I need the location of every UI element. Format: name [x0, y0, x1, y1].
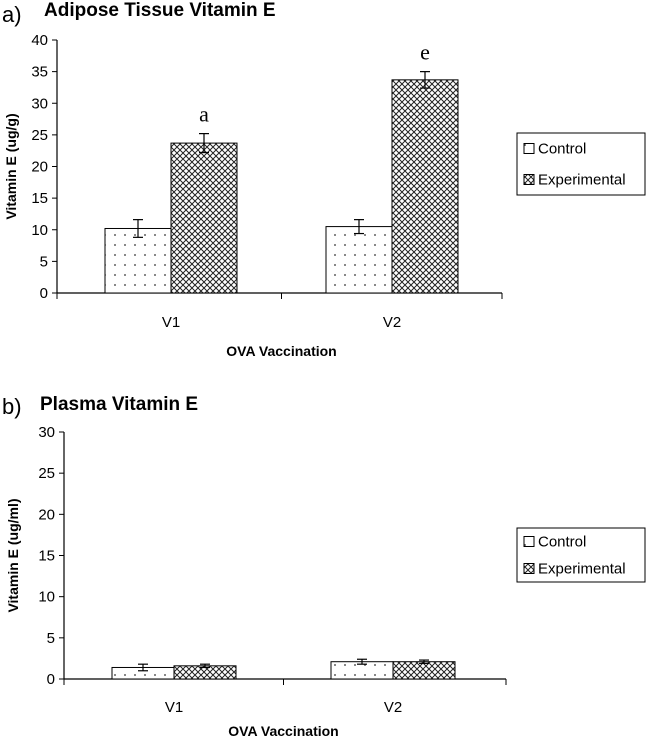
chart-a-y-tick-label: 0	[40, 285, 48, 302]
chart-a-y-tick-label: 40	[31, 32, 48, 49]
chart-a-y-tick-label: 15	[31, 190, 48, 207]
chart-b-x-tick-label: V1	[165, 699, 183, 716]
chart-a-annotation: a	[199, 102, 209, 127]
chart-b-y-tick-label: 25	[38, 465, 55, 482]
chart-b-panel-letter: b)	[2, 394, 22, 419]
chart-a-bar-experimental-v2	[391, 79, 459, 294]
chart-a-y-tick-label: 10	[31, 222, 48, 239]
chart-a-bar-experimental-v1	[170, 142, 238, 294]
chart-b-legend-swatch-experimental	[523, 563, 535, 574]
chart-a-title: Adipose Tissue Vitamin E	[44, 0, 276, 21]
chart-b-y-axis-label: Vitamin E (ug/ml)	[5, 498, 21, 612]
chart-a-panel-letter: a)	[2, 2, 22, 27]
chart-a-x-tick-label: V1	[162, 314, 180, 331]
chart-b-title: Plasma Vitamin E	[40, 394, 198, 415]
chart-b-y-tick-label: 5	[47, 630, 55, 647]
chart-b-y-tick-label: 15	[38, 548, 55, 565]
chart-a-bar-control-v2	[325, 226, 393, 294]
chart-a-legend-label-experimental: Experimental	[538, 172, 626, 189]
chart-b-bar-experimental-v2	[392, 661, 456, 680]
chart-b-legend-label-control: Control	[538, 534, 586, 551]
chart-a-y-tick-label: 5	[40, 253, 48, 270]
chart-b-y-tick-label: 30	[38, 424, 55, 441]
chart-a-bar-control-v1	[104, 227, 172, 294]
chart-a-x-axis-label: OVA Vaccination	[226, 343, 336, 359]
chart-b-x-tick-label: V2	[384, 699, 402, 716]
chart-a-legend-label-control: Control	[538, 141, 586, 158]
chart-a-legend-swatch-experimental	[523, 174, 535, 185]
chart-b-legend-swatch-control	[523, 536, 535, 547]
chart-a-y-axis-label: Vitamin E (ug/g)	[3, 113, 19, 219]
chart-b-y-tick-label: 10	[38, 589, 55, 606]
chart-b-legend-label-experimental: Experimental	[538, 561, 626, 578]
chart-a-legend-box	[516, 132, 646, 196]
chart-a-x-tick-label: V2	[383, 314, 401, 331]
chart-a-y-tick-label: 20	[31, 159, 48, 176]
chart-a-legend-swatch-control	[523, 143, 535, 154]
chart-a-y-tick-label: 35	[31, 64, 48, 81]
chart-b-legend-box	[516, 527, 646, 583]
chart-b-y-tick-label: 20	[38, 506, 55, 523]
chart-a-y-tick-label: 25	[31, 127, 48, 144]
chart-b-y-tick-label: 0	[47, 671, 55, 688]
chart-a-annotation: e	[420, 40, 430, 65]
chart-b-x-axis-label: OVA Vaccination	[228, 723, 338, 739]
chart-a-y-tick-label: 30	[31, 95, 48, 112]
